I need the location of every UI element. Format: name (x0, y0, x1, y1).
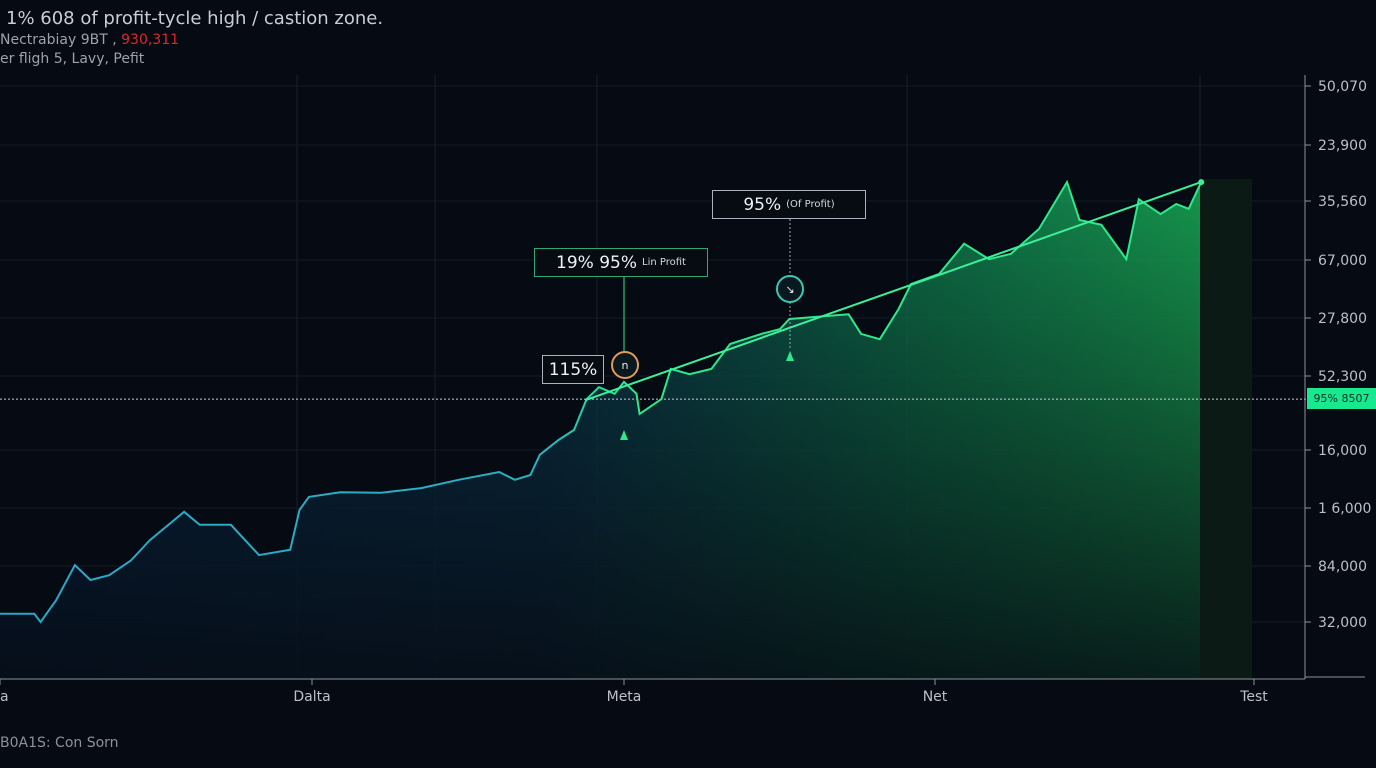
annotation-95[interactable]: 95% (Of Profit) (712, 190, 866, 219)
marker-glyph: n (621, 358, 629, 372)
highlight-value: 930,311 (121, 32, 180, 48)
annotation-19-95[interactable]: 19% 95% Lin Profit (534, 248, 708, 277)
y-tick-label: 52,300 (1318, 369, 1367, 385)
y-tick-label: 35,560 (1318, 194, 1367, 210)
y-tick-label: 23,900 (1318, 138, 1367, 154)
annotation-label: 115% (548, 359, 598, 380)
subtitle-line: Nectrabiay 9BT , 930,311 (0, 32, 179, 48)
x-tick-label: Dalta (293, 689, 330, 705)
chart-title: 1% 608 of profit-tycle high / castion zo… (6, 8, 384, 29)
y-tick-label: 32,000 (1318, 615, 1367, 631)
y-tick-label: 27,800 (1318, 311, 1367, 327)
x-ticks: a Dalta Meta Net Test (0, 679, 1268, 705)
annotation-sublabel: Lin Profit (642, 257, 686, 268)
y-tick-label: 1 6,000 (1318, 501, 1371, 517)
price-badge: 95% 8507 (1307, 388, 1376, 409)
annotation-label: 19% 95% (556, 252, 638, 273)
arrow-icon[interactable]: ↘ (776, 275, 804, 303)
trend-end-point (1198, 179, 1205, 186)
y-tick-label: 50,070 (1318, 79, 1367, 95)
up-marker-icon (620, 430, 628, 440)
price-line (0, 179, 1203, 624)
x-tick-label: a (0, 689, 9, 705)
annotation-label: 95% (743, 194, 782, 215)
x-tick-label: Test (1239, 689, 1268, 705)
up-marker-icon (786, 351, 794, 361)
annotation-sublabel: (Of Profit) (786, 199, 835, 210)
future-zone (1200, 179, 1252, 679)
footer-text: B0A1S: Con Sorn (0, 735, 119, 751)
annotation-115[interactable]: 115% (542, 355, 604, 384)
y-tick-label: 84,000 (1318, 559, 1367, 575)
x-tick-label: Net (923, 689, 948, 705)
x-tick-label: Meta (607, 689, 642, 705)
y-tick-label: 67,000 (1318, 253, 1367, 269)
trend-line (584, 181, 1202, 402)
subtitle-text: Nectrabiay 9BT , (0, 32, 117, 48)
marker-n-icon[interactable]: n (611, 351, 639, 379)
subtitle-line-2: er fligh 5, Lavy, Pefit (0, 51, 145, 67)
y-tick-label: 16,000 (1318, 443, 1367, 459)
y-ticks: 50,070 23,900 35,560 67,000 27,800 52,300 16,0… (1305, 79, 1371, 631)
